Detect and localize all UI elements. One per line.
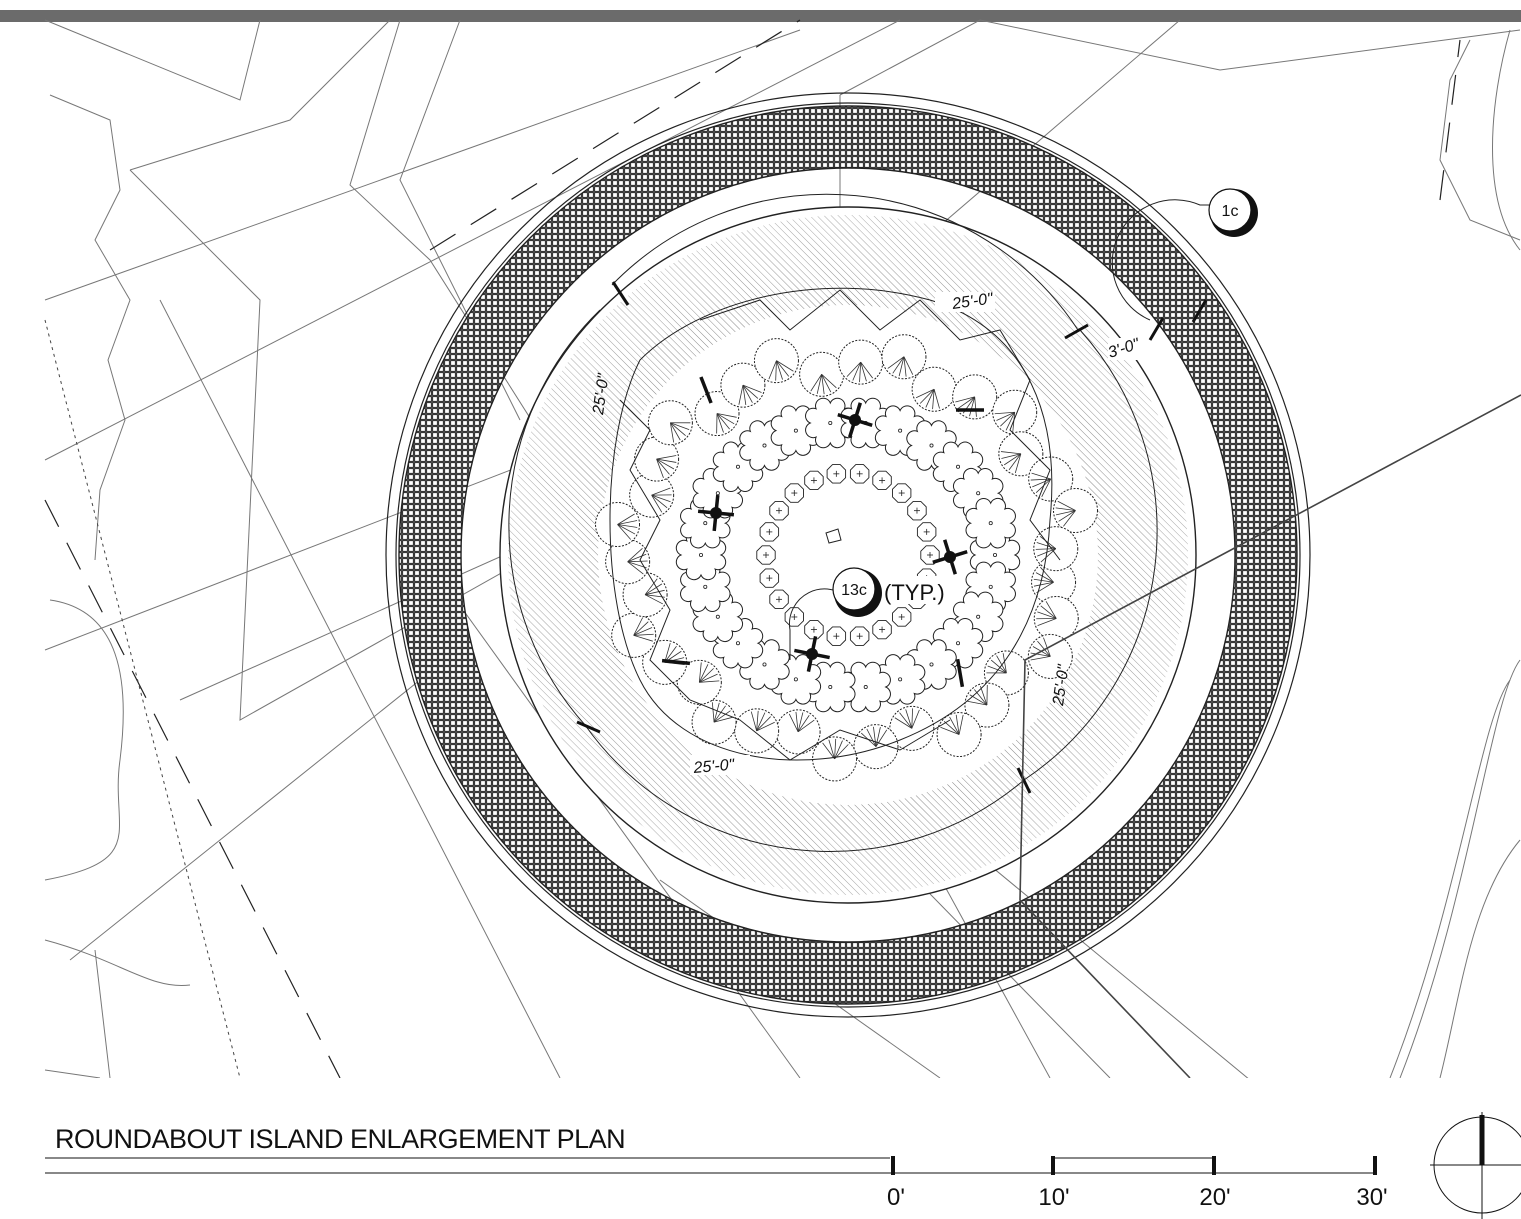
shade-tree-icon bbox=[699, 376, 713, 404]
detail-tag-center: 13c bbox=[841, 582, 867, 599]
detail-callout-top: 1c bbox=[1208, 188, 1258, 237]
perennial-symbol-icon bbox=[907, 500, 927, 521]
tree-symbol-icon bbox=[952, 374, 998, 420]
scale-bar bbox=[45, 1156, 1377, 1175]
tree-symbol-icon bbox=[691, 699, 737, 745]
shade-tree-icon bbox=[661, 658, 691, 666]
drawing-title: ROUNDABOUT ISLAND ENLARGEMENT PLAN bbox=[55, 1124, 625, 1154]
shrub-symbols bbox=[675, 397, 1021, 713]
detail-tag-top: 1c bbox=[1222, 203, 1239, 220]
shade-tree-icon bbox=[794, 636, 830, 672]
dim-right: 25'-0" bbox=[1050, 663, 1073, 708]
center-marker bbox=[825, 528, 842, 544]
tree-symbol-icon bbox=[838, 339, 884, 385]
perennial-symbol-icon bbox=[769, 500, 789, 521]
perennial-symbol-icon bbox=[756, 545, 776, 565]
perennial-symbol-icon bbox=[872, 470, 892, 491]
tree-symbol-icon bbox=[676, 659, 722, 705]
tree-symbol-icon bbox=[983, 650, 1029, 696]
perennial-symbol-icon bbox=[826, 464, 847, 484]
sheet-frame-bar bbox=[0, 10, 1521, 22]
tree-symbol-icon bbox=[1053, 488, 1099, 534]
perennial-symbol-icon bbox=[826, 626, 847, 646]
tree-symbol-icon bbox=[812, 736, 858, 782]
tree-symbol-icon bbox=[911, 366, 957, 412]
tree-symbol-icon bbox=[753, 338, 799, 384]
dashed-lines bbox=[44, 19, 1461, 1078]
perennial-symbol-icon bbox=[784, 607, 804, 627]
tree-symbol-icon bbox=[775, 709, 821, 755]
perennial-symbol-icon bbox=[804, 470, 824, 491]
scale-label-10: 10' bbox=[1038, 1184, 1069, 1211]
dim-bottom: 25'-0" bbox=[692, 756, 736, 777]
perennial-symbol-icon bbox=[872, 619, 892, 640]
detail-callout-center: 13c (TYP.) bbox=[788, 567, 950, 660]
tree-symbol-icon bbox=[694, 391, 740, 437]
shrub-symbol-icon bbox=[965, 497, 1016, 549]
shade-tree-icon bbox=[837, 402, 873, 438]
tree-symbol-icon bbox=[936, 712, 982, 758]
dim-left: 25'-0" bbox=[590, 372, 613, 417]
tree-symbol-icon bbox=[720, 362, 766, 408]
tree-symbol-icon bbox=[998, 431, 1044, 477]
shade-tree-icon bbox=[955, 658, 965, 688]
dimension-arcs bbox=[508, 193, 1212, 852]
perennial-symbol-icon bbox=[759, 568, 780, 588]
leader-lines bbox=[1019, 394, 1521, 1078]
perennial-symbol-icon bbox=[769, 589, 789, 610]
scale-label-30: 30' bbox=[1356, 1184, 1387, 1211]
dimension-ticks bbox=[576, 281, 1208, 794]
paving-band bbox=[399, 106, 1297, 1004]
tree-symbol-icon bbox=[647, 400, 693, 446]
tree-symbol-icon bbox=[853, 724, 899, 770]
perennial-symbol-icon bbox=[784, 483, 804, 503]
tree-symbol-icon bbox=[881, 334, 927, 380]
shade-tree-icon bbox=[932, 539, 968, 575]
shade-tree-icon bbox=[697, 494, 735, 532]
bed-outlines bbox=[609, 287, 1061, 761]
scale-label-20: 20' bbox=[1199, 1184, 1230, 1211]
roundabout bbox=[385, 92, 1311, 1018]
detail-note-typ: (TYP.) bbox=[884, 580, 945, 605]
tree-symbol-icon bbox=[1033, 526, 1079, 572]
tree-symbol-icon bbox=[1033, 595, 1079, 641]
tree-symbol-icon bbox=[799, 351, 845, 397]
tree-symbol-icon bbox=[595, 501, 641, 547]
perennial-symbol-icon bbox=[759, 522, 780, 542]
perennial-symbol-icon bbox=[920, 545, 940, 565]
dotted-line bbox=[44, 319, 241, 1078]
tree-symbol-icon bbox=[605, 539, 651, 585]
perennial-symbol-icon bbox=[849, 464, 870, 484]
shade-trees bbox=[661, 376, 984, 688]
dim-top: 25'-0" bbox=[950, 290, 995, 313]
perennial-symbol-icon bbox=[849, 626, 870, 646]
scale-label-0: 0' bbox=[887, 1184, 905, 1211]
perennial-symbol-icon bbox=[892, 607, 912, 627]
perennial-symbol-icon bbox=[892, 483, 912, 503]
north-arrow-icon bbox=[1430, 1112, 1521, 1219]
perennial-symbol-icon bbox=[916, 522, 937, 542]
tree-symbol-icon bbox=[611, 612, 657, 658]
tree-symbol-icon bbox=[992, 389, 1038, 435]
